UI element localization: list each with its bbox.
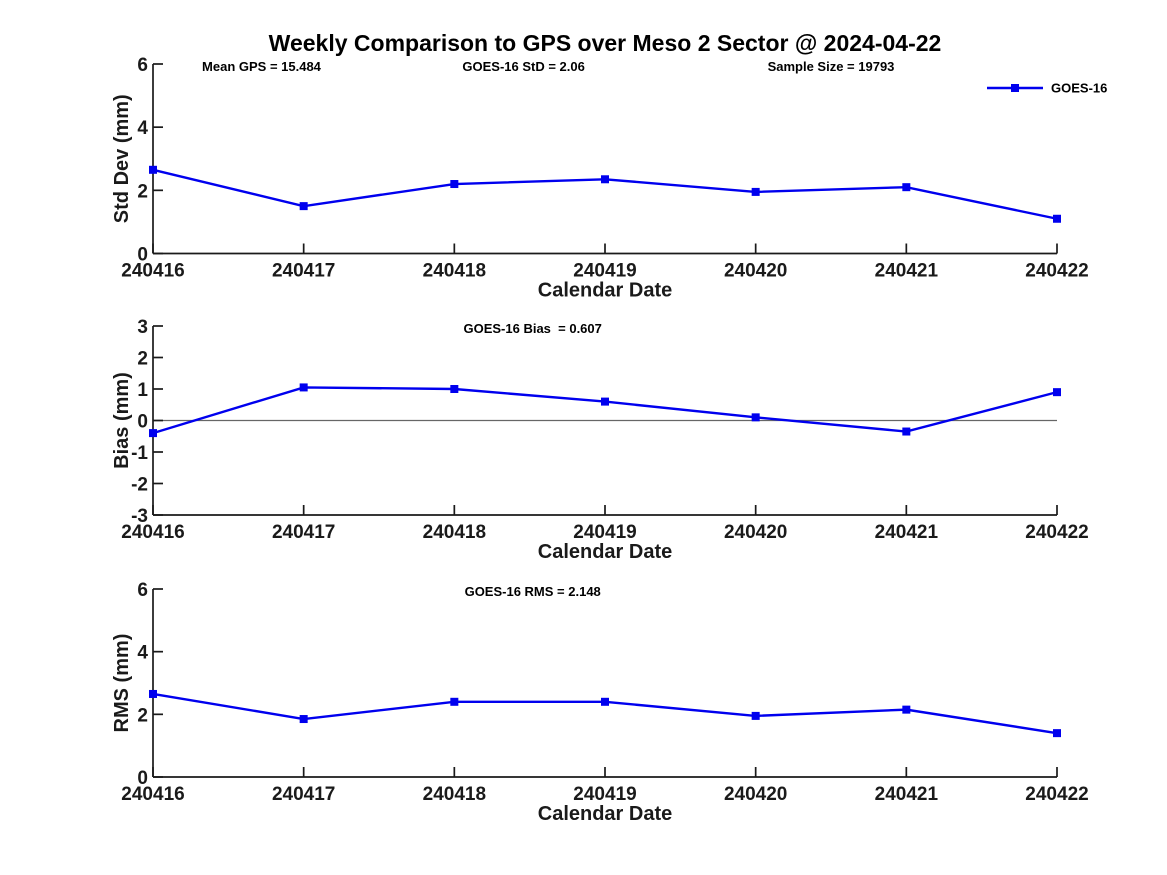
x-tick-label: 240419 — [573, 261, 636, 282]
y-tick-label: 0 — [137, 245, 148, 266]
y-tick-label: 4 — [137, 643, 148, 664]
std-dev-chart: 0 2 4 6 240416 240417 240418 240419 240420 240421… — [111, 55, 1107, 302]
x-axis-label: Calendar Date — [538, 280, 673, 302]
data-point-marker — [1053, 214, 1061, 223]
data-point-marker — [601, 397, 609, 406]
legend-label: GOES-16 — [1051, 81, 1107, 96]
x-tick-label: 240418 — [423, 784, 486, 805]
y-tick-label: 2 — [137, 705, 148, 726]
y-axis-label: Bias (mm) — [111, 372, 133, 469]
y-tick-label: -2 — [131, 475, 148, 496]
data-point-marker — [1053, 729, 1061, 738]
data-point-marker — [601, 697, 609, 706]
data-point-marker — [751, 711, 760, 720]
data-point-marker — [149, 689, 157, 698]
y-axis-label: Std Dev (mm) — [111, 94, 133, 223]
data-point-marker — [1053, 388, 1061, 397]
data-point-marker — [902, 183, 911, 192]
x-tick-label: 240419 — [573, 522, 636, 543]
chart-annotation: GOES-16 Bias = 0.607 — [463, 321, 601, 336]
y-tick-label: 6 — [137, 580, 148, 601]
x-tick-label: 240421 — [875, 784, 939, 805]
x-tick-label: 240420 — [724, 261, 787, 282]
data-point-marker — [751, 413, 760, 422]
x-tick-label: 240422 — [1025, 784, 1088, 805]
data-point-marker — [299, 383, 308, 392]
x-tick-label: 240419 — [573, 784, 636, 805]
x-tick-label: 240417 — [272, 261, 335, 282]
chart-annotation: Sample Size = 19793 — [768, 59, 895, 74]
x-tick-label: 240416 — [121, 261, 184, 282]
bias-chart: -3 -2 -1 0 1 2 3 240416 240417 240418 240419 240420… — [111, 317, 1089, 563]
x-tick-label: 240422 — [1025, 522, 1088, 543]
x-tick-label: 240422 — [1025, 261, 1088, 282]
data-point-marker — [149, 165, 157, 174]
data-point-marker — [299, 202, 308, 211]
y-tick-label: 4 — [137, 118, 148, 139]
x-tick-label: 240417 — [272, 522, 335, 543]
y-tick-label: -3 — [131, 506, 148, 527]
data-point-marker — [450, 385, 459, 393]
y-tick-label: -1 — [131, 443, 148, 464]
x-tick-label: 240420 — [724, 784, 787, 805]
x-tick-label: 240421 — [875, 261, 939, 282]
x-tick-label: 240420 — [724, 522, 787, 543]
data-point-marker — [902, 427, 911, 436]
chart-annotation: GOES-16 StD = 2.06 — [462, 59, 584, 74]
data-point-marker — [902, 705, 911, 714]
data-point-marker — [149, 429, 157, 438]
x-axis-label: Calendar Date — [538, 541, 673, 563]
y-tick-label: 2 — [137, 349, 148, 370]
x-tick-label: 240416 — [121, 522, 184, 543]
y-tick-label: 3 — [137, 317, 148, 338]
series-line — [152, 386, 1058, 435]
figure-title: Weekly Comparison to GPS over Meso 2 Sec… — [268, 30, 942, 56]
y-tick-label: 6 — [137, 55, 148, 76]
x-tick-label: 240416 — [121, 784, 184, 805]
x-tick-label: 240421 — [875, 522, 939, 543]
x-tick-label: 240417 — [272, 784, 335, 805]
y-tick-label: 2 — [137, 181, 148, 202]
rms-chart: 0 2 4 6 240416 240417 240418 240419 240420 240421… — [111, 580, 1089, 825]
data-point-marker — [601, 175, 609, 184]
y-tick-label: 0 — [137, 768, 148, 789]
y-tick-label: 0 — [137, 412, 148, 433]
chart-annotation: Mean GPS = 15.484 — [202, 59, 322, 74]
y-axis-label: RMS (mm) — [111, 634, 133, 733]
legend-marker — [1011, 84, 1019, 92]
chart-annotation: GOES-16 RMS = 2.148 — [465, 584, 601, 599]
x-axis-label: Calendar Date — [538, 803, 673, 825]
data-point-marker — [450, 180, 459, 189]
data-point-marker — [299, 715, 308, 724]
x-tick-label: 240418 — [423, 261, 486, 282]
y-tick-label: 1 — [137, 380, 148, 401]
x-tick-label: 240418 — [423, 522, 486, 543]
data-point-marker — [751, 187, 760, 196]
data-point-marker — [450, 697, 459, 706]
